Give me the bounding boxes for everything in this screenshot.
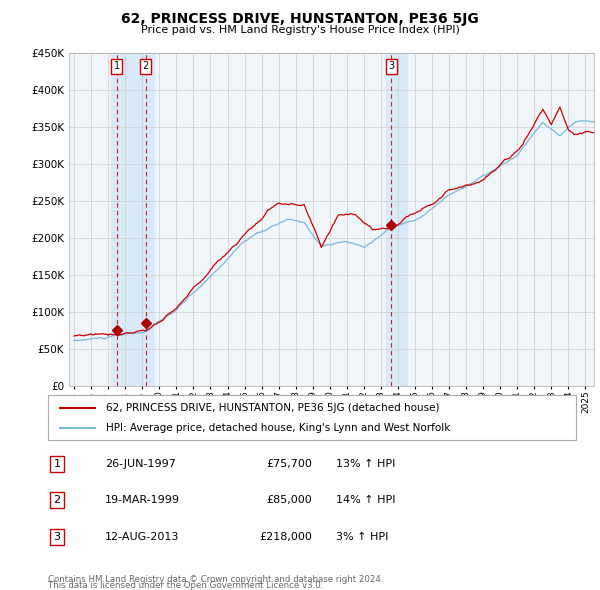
Text: 14% ↑ HPI: 14% ↑ HPI [336,496,395,505]
FancyBboxPatch shape [48,395,576,440]
Text: 12-AUG-2013: 12-AUG-2013 [105,532,179,542]
Text: 3: 3 [388,61,395,71]
Text: 3: 3 [53,532,61,542]
Text: 2: 2 [53,496,61,505]
Text: £75,700: £75,700 [266,459,312,468]
Text: £218,000: £218,000 [259,532,312,542]
Text: 19-MAR-1999: 19-MAR-1999 [105,496,180,505]
Text: This data is licensed under the Open Government Licence v3.0.: This data is licensed under the Open Gov… [48,581,323,590]
Text: 3% ↑ HPI: 3% ↑ HPI [336,532,388,542]
Text: 1: 1 [53,459,61,468]
Text: 2: 2 [143,61,149,71]
Text: Price paid vs. HM Land Registry's House Price Index (HPI): Price paid vs. HM Land Registry's House … [140,25,460,35]
Text: HPI: Average price, detached house, King's Lynn and West Norfolk: HPI: Average price, detached house, King… [106,424,451,434]
Text: 62, PRINCESS DRIVE, HUNSTANTON, PE36 5JG: 62, PRINCESS DRIVE, HUNSTANTON, PE36 5JG [121,12,479,26]
Text: 1: 1 [113,61,119,71]
Text: Contains HM Land Registry data © Crown copyright and database right 2024.: Contains HM Land Registry data © Crown c… [48,575,383,584]
Bar [386,53,407,386]
Text: 62, PRINCESS DRIVE, HUNSTANTON, PE36 5JG (detached house): 62, PRINCESS DRIVE, HUNSTANTON, PE36 5JG… [106,403,440,412]
Text: £85,000: £85,000 [266,496,312,505]
Bar [110,53,154,386]
Text: 13% ↑ HPI: 13% ↑ HPI [336,459,395,468]
Text: 26-JUN-1997: 26-JUN-1997 [105,459,176,468]
